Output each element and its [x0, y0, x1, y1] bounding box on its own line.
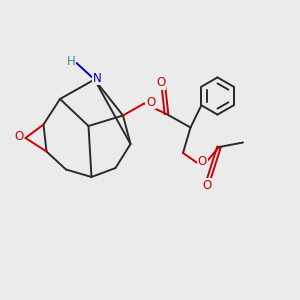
Text: N: N — [92, 71, 101, 85]
Text: O: O — [156, 76, 165, 89]
Text: O: O — [146, 95, 155, 109]
Text: O: O — [14, 130, 23, 143]
Text: O: O — [198, 154, 207, 168]
Text: O: O — [202, 179, 211, 192]
Text: H: H — [67, 55, 76, 68]
